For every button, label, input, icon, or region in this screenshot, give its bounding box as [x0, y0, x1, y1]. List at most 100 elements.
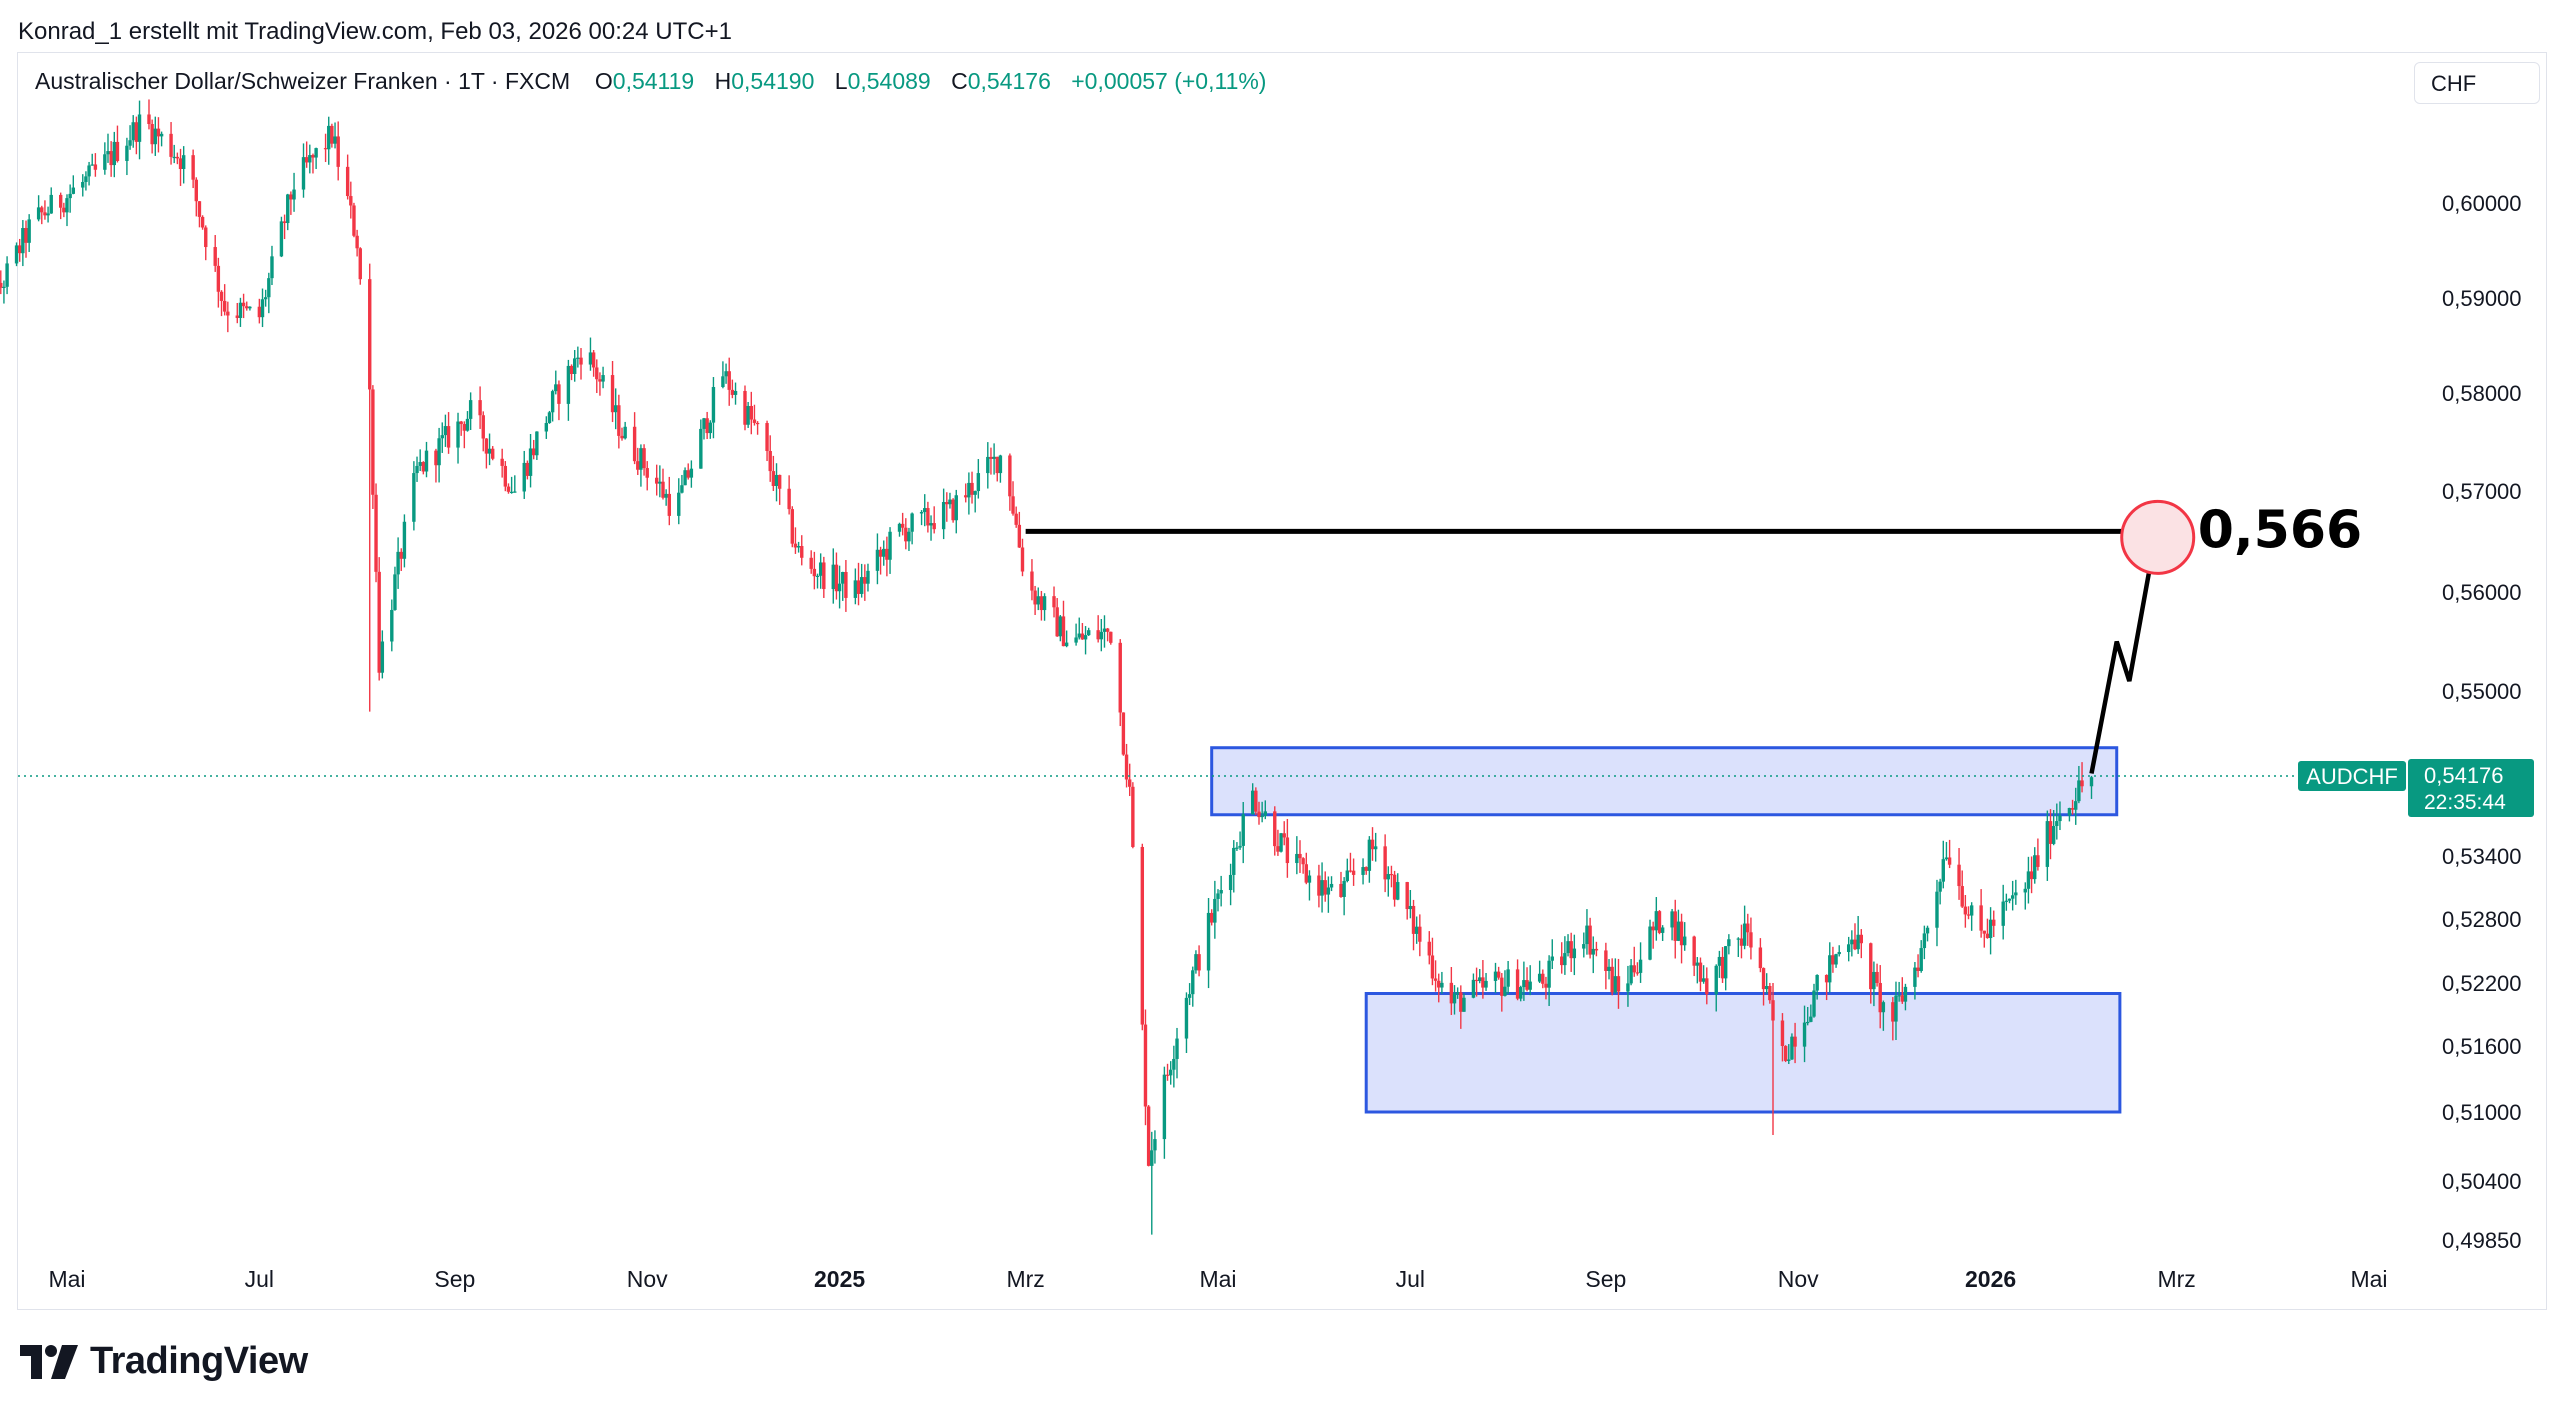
y-tick-label: 0,49850 — [2442, 1228, 2522, 1253]
candle-body — [1061, 616, 1066, 647]
candle-body — [1736, 938, 1741, 940]
candle-body — [1717, 956, 1722, 966]
candle-body — [989, 456, 993, 459]
candle-body — [49, 194, 53, 214]
candle-body — [1153, 1139, 1157, 1151]
candle-body — [1648, 926, 1652, 960]
candle-body — [1727, 939, 1731, 947]
candle-body — [1850, 939, 1854, 945]
candle-body — [636, 461, 640, 470]
candle-body — [65, 198, 69, 213]
candle-body — [487, 448, 492, 454]
candle-body — [87, 165, 91, 177]
candle-body — [610, 375, 615, 413]
candle-body — [777, 474, 782, 489]
candle-body — [333, 136, 337, 144]
candle-body — [440, 435, 444, 439]
candle-body — [1809, 1016, 1813, 1022]
y-tick-label: 0,58000 — [2442, 381, 2522, 406]
currency-button[interactable]: CHF — [2414, 62, 2540, 104]
tradingview-logo[interactable]: TradingView — [20, 1340, 308, 1383]
candle-body — [948, 499, 952, 505]
candle-body — [1459, 992, 1463, 1012]
candle-body — [500, 458, 504, 466]
candle-body — [1433, 978, 1438, 981]
open-value: 0,54119 — [612, 68, 695, 94]
candle-body — [1348, 870, 1353, 872]
candle-body — [752, 419, 757, 423]
candle-body — [1232, 847, 1236, 875]
candle-body — [14, 245, 19, 264]
candle-body — [856, 580, 861, 594]
candle-body — [1900, 995, 1904, 1002]
x-tick-label: Mrz — [1006, 1266, 1044, 1292]
candle-body — [219, 291, 224, 301]
candle-layer — [0, 99, 2094, 1235]
x-tick-label: Nov — [1778, 1266, 1819, 1292]
candle-body — [1632, 965, 1636, 973]
candle-body — [1282, 833, 1286, 838]
x-tick-label: Mai — [2350, 1266, 2387, 1292]
target-circle[interactable] — [2120, 499, 2196, 575]
candle-body — [1698, 962, 1703, 982]
candle-body — [93, 164, 98, 170]
candle-body — [1875, 971, 1879, 983]
last-price-value: 0,54176 — [2424, 763, 2504, 788]
candle-body — [390, 609, 394, 642]
candle-body — [1764, 986, 1769, 990]
projection-path[interactable] — [2089, 541, 2157, 774]
candle-body — [1455, 992, 1460, 994]
candle-body — [40, 207, 44, 213]
candle-body — [875, 549, 880, 571]
candle-body — [1872, 971, 1876, 990]
support-zone[interactable] — [1364, 992, 2122, 1114]
candle-body — [1235, 847, 1239, 849]
candle-body — [1194, 954, 1198, 971]
candle-body — [1856, 934, 1860, 950]
candle-body — [481, 415, 485, 439]
candle-body — [601, 375, 605, 382]
candle-body — [465, 418, 470, 431]
candle-body — [1427, 941, 1431, 956]
candle-body — [1616, 976, 1621, 992]
candle-body — [885, 548, 889, 560]
candle-body — [358, 248, 362, 280]
candle-body — [1894, 995, 1898, 1022]
candle-body — [1064, 642, 1069, 647]
price-chart[interactable]: 0,566 0,60000 0,59000 0,58000 0,57000 0,5600… — [0, 0, 2560, 1319]
candle-body — [2067, 808, 2072, 816]
candle-body — [702, 418, 706, 429]
candle-body — [1960, 886, 1964, 907]
candle-body — [680, 485, 684, 493]
candle-body — [402, 521, 407, 559]
candle-body — [418, 462, 422, 466]
candle-body — [380, 641, 385, 673]
resistance-zone[interactable] — [1210, 746, 2119, 817]
candle-body — [632, 426, 637, 462]
candle-body — [853, 580, 858, 598]
candle-body — [569, 365, 574, 374]
candle-body — [1323, 880, 1327, 895]
candle-body — [1392, 874, 1397, 900]
candle-body — [1074, 637, 1078, 643]
candle-body — [1638, 959, 1643, 973]
candle-body — [1478, 977, 1482, 982]
candle-body — [1714, 965, 1718, 995]
candle-body — [809, 557, 813, 569]
candle-body — [0, 282, 3, 288]
candle-body — [554, 384, 558, 392]
candle-body — [1099, 631, 1104, 640]
candle-body — [27, 219, 31, 243]
candle-body — [645, 468, 649, 478]
candle-body — [2036, 855, 2040, 867]
candle-body — [1140, 846, 1145, 1025]
candle-body — [550, 391, 555, 413]
candle-body — [525, 462, 530, 476]
candle-body — [2048, 821, 2053, 844]
bar-countdown: 22:35:44 — [2424, 791, 2506, 814]
candle-body — [1891, 1002, 1895, 1022]
candle-body — [708, 422, 712, 434]
candle-body — [1525, 980, 1529, 990]
candle-body — [951, 499, 955, 521]
candle-body — [1613, 976, 1618, 993]
